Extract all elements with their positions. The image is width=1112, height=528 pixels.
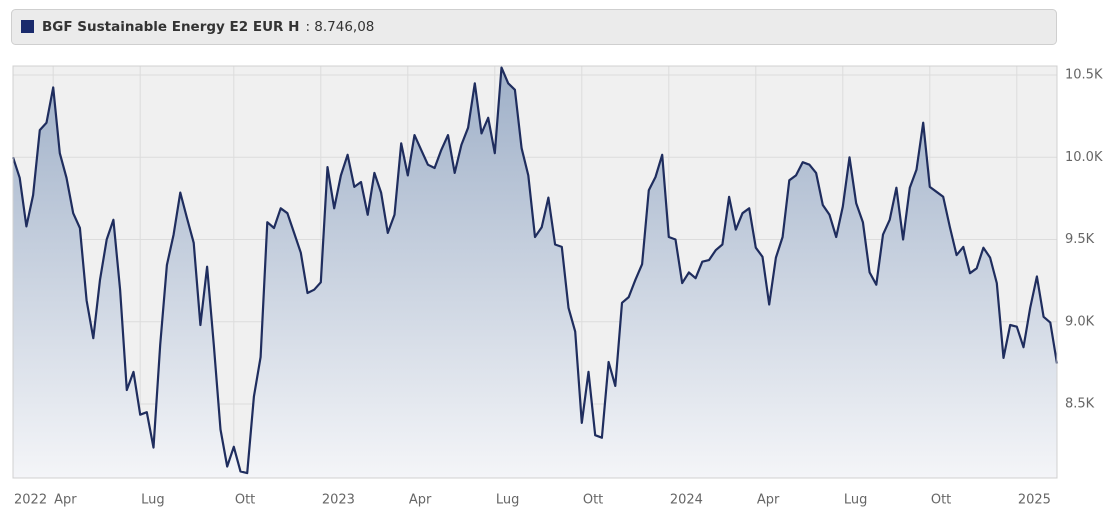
x-tick-label: 2023 <box>322 493 355 508</box>
x-tick-label: Lug <box>496 493 520 508</box>
x-tick-label: 2025 <box>1018 493 1051 508</box>
legend-value: : 8.746,08 <box>305 19 374 35</box>
plot-frame <box>12 65 1058 479</box>
y-tick-label: 9.5K <box>1065 232 1095 247</box>
legend-swatch <box>21 20 34 33</box>
y-tick-label: 10.5K <box>1065 68 1103 83</box>
legend-box <box>11 9 1057 45</box>
y-tick-label: 8.5K <box>1065 396 1095 411</box>
line <box>11 66 1059 475</box>
area <box>13 67 1057 478</box>
y-tick-label: 9.0K <box>1065 314 1095 329</box>
x-tick-label: Ott <box>235 493 255 508</box>
x-tick-label: 2024 <box>670 493 703 508</box>
x-tick-label: Lug <box>141 493 165 508</box>
y-tick-label: 10.0K <box>1065 150 1103 165</box>
x-tick-label: Ott <box>583 493 603 508</box>
x-tick-label: Lug <box>844 493 868 508</box>
x-tick-label: 2022 <box>14 493 47 508</box>
x-tick-label: Apr <box>409 493 432 508</box>
legend-label: BGF Sustainable Energy E2 EUR H <box>42 19 299 35</box>
x-tick-label: Apr <box>757 493 780 508</box>
labels: 8.5K 9.0K 9.5K 10.0K 10.5K 2022 Apr Lug Ott 2023 A… <box>14 68 1103 508</box>
x-tick-label: Ott <box>931 493 951 508</box>
x-tick-label: Apr <box>54 493 77 508</box>
marks <box>11 66 1059 478</box>
